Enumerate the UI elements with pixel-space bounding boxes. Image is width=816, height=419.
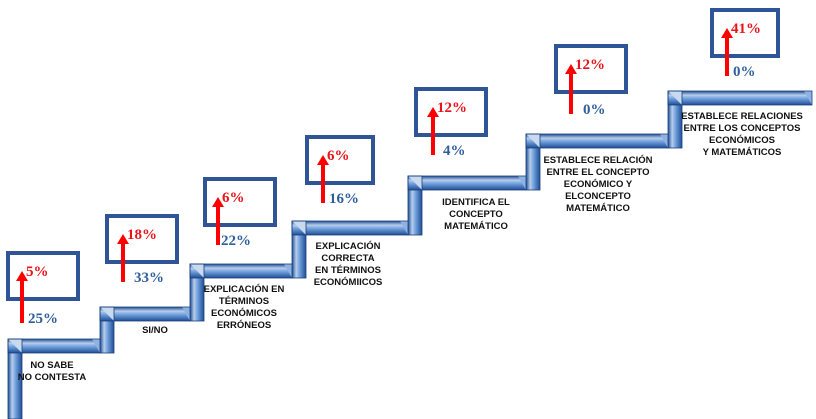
red-percent: 6% xyxy=(327,148,350,164)
step-label-line: Y MATEMÁTICOS xyxy=(702,147,782,158)
blue-percent: 4% xyxy=(443,143,466,159)
stair-step xyxy=(291,220,409,279)
step-label-line: ECONÓMICOS xyxy=(211,308,277,319)
step-label: EXPLICACIÓN EN TÉRMINOS ECONÓMICOS ERRÓNEOS xyxy=(174,284,314,332)
stair-step xyxy=(99,306,191,354)
step-label-line: ENTRE LOS CONCEPTOS xyxy=(683,123,801,134)
blue-percent: 25% xyxy=(28,311,58,327)
up-arrow xyxy=(20,279,24,323)
up-arrow xyxy=(431,115,435,155)
up-arrow-head xyxy=(721,28,733,38)
step-label: IDENTIFICA EL CONCEPTO MATEMÁTICO xyxy=(406,197,546,233)
blue-percent: 22% xyxy=(221,233,251,249)
step-label-line: CORRECTA xyxy=(321,253,375,264)
stair-step xyxy=(189,263,293,322)
step-label: EXPLICACIÓN CORRECTA EN TÉRMINOS ECONÓMIICO… xyxy=(278,241,418,289)
step-label-line: EXPLICACIÓN xyxy=(315,241,381,252)
step-label: ESTABLECE RELACIONES ENTRE LOS CONCEPTOS E… xyxy=(672,111,812,159)
step-label-line: ELCONCEPTO xyxy=(565,191,631,202)
step-label-line: ESTABLECE RELACIÓN xyxy=(543,155,653,166)
step-label-line: SI/NO xyxy=(142,325,168,336)
red-percent: 6% xyxy=(222,190,245,206)
step-label-line: EN TÉRMINOS xyxy=(315,265,381,276)
step-label-line: ESTABLECE RELACIONES xyxy=(681,111,803,122)
up-arrow-head xyxy=(427,107,439,117)
step-label: ESTABLECE RELACIÓN ENTRE EL CONCEPTO ECONÓ… xyxy=(528,155,668,215)
step-label-line: ECONÓMICO Y xyxy=(563,179,633,190)
stair-step xyxy=(7,338,101,419)
percent-box xyxy=(305,135,375,185)
red-percent: 18% xyxy=(127,227,157,243)
percent-box xyxy=(554,44,628,94)
step-label-line: IDENTIFICA EL xyxy=(442,197,510,208)
up-arrow-head xyxy=(16,271,28,281)
step-label-line: ECONÓMICOS xyxy=(709,135,775,146)
red-percent: 5% xyxy=(26,264,49,280)
step-label-line: NO CONTESTA xyxy=(17,372,87,383)
red-percent: 41% xyxy=(731,21,761,37)
blue-percent: 0% xyxy=(733,64,756,80)
up-arrow xyxy=(321,163,325,203)
up-arrow xyxy=(725,36,729,76)
stair-step xyxy=(525,133,669,191)
blue-percent: 16% xyxy=(329,191,359,207)
step-label-line: NO SABE xyxy=(30,360,74,371)
blue-percent: 0% xyxy=(583,102,606,118)
percent-box xyxy=(414,87,488,137)
step-label-line: ENTRE EL CONCEPTO xyxy=(546,167,650,178)
red-percent: 12% xyxy=(437,100,467,116)
up-arrow xyxy=(121,242,125,282)
up-arrow-head xyxy=(565,64,577,74)
step-label-line: ECONÓMIICOS xyxy=(313,277,383,288)
percent-box xyxy=(710,8,780,58)
step-label: NO SABE NO CONTESTA xyxy=(0,360,122,384)
up-arrow-head xyxy=(212,197,224,207)
up-arrow xyxy=(216,205,220,245)
step-label-line: EXPLICACIÓN EN xyxy=(203,284,285,295)
red-percent: 12% xyxy=(575,57,605,73)
step-label-line: MATEMÁTICO xyxy=(566,203,630,214)
step-label-line: ERRÓNEOS xyxy=(216,320,272,331)
step-label: SI/NO xyxy=(85,325,225,337)
up-arrow xyxy=(569,72,573,114)
up-arrow-head xyxy=(117,234,129,244)
percent-box xyxy=(105,214,179,264)
step-label-line: TÉRMINOS xyxy=(218,296,270,307)
step-label-line: MATEMÁTICO xyxy=(444,221,508,232)
stair-step xyxy=(667,90,813,149)
blue-percent: 33% xyxy=(134,270,164,286)
step-label-line: CONCEPTO xyxy=(449,209,503,220)
up-arrow-head xyxy=(317,155,329,165)
stair-step xyxy=(407,175,527,236)
